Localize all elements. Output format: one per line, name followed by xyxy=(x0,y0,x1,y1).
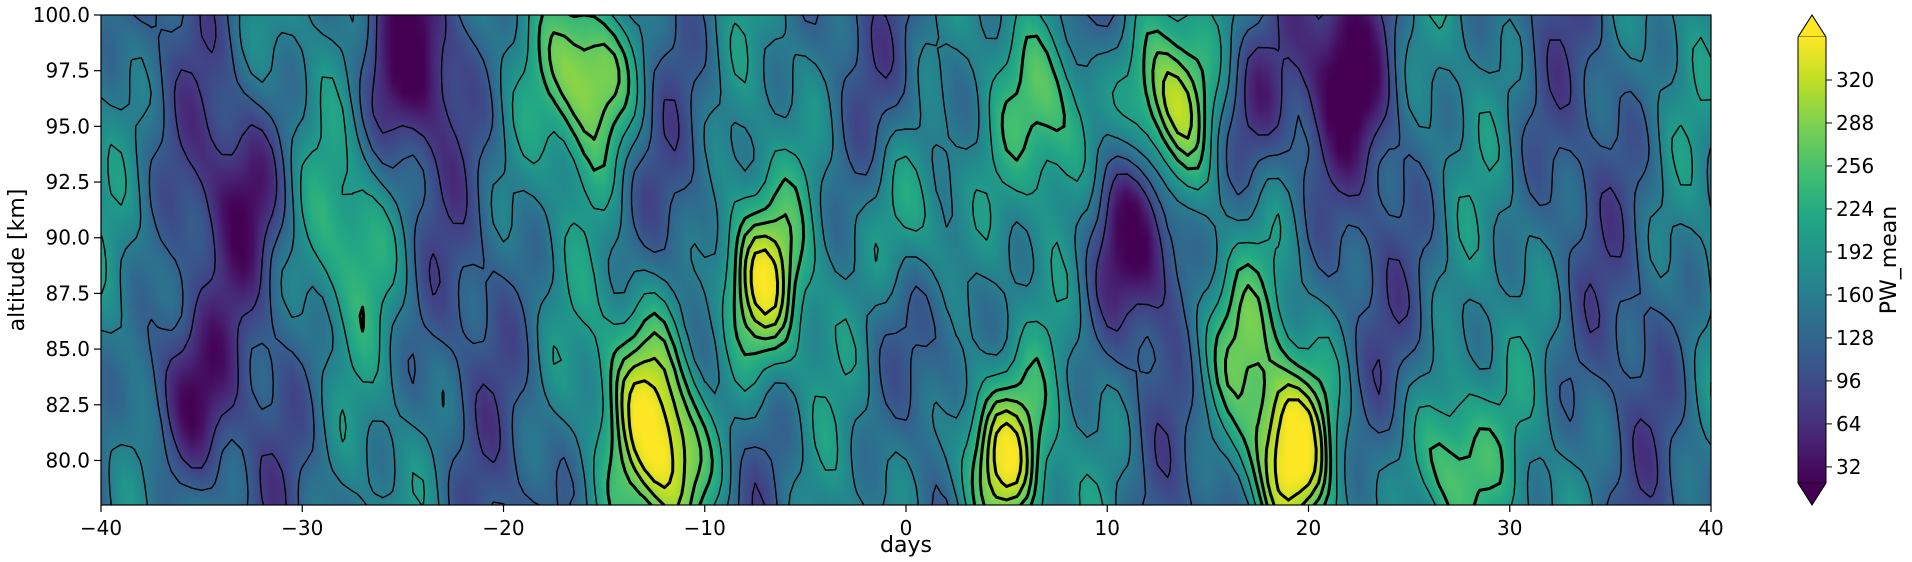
y-tick-label: 97.5 xyxy=(45,59,90,83)
colorbar-tick-label: 288 xyxy=(1836,111,1874,135)
colorbar-tick-label: 160 xyxy=(1836,283,1874,307)
colorbar-tick-label: 32 xyxy=(1836,455,1861,479)
x-tick-label: 20 xyxy=(1296,516,1321,540)
x-tick-label: −30 xyxy=(281,516,323,540)
x-tick-label: −10 xyxy=(684,516,726,540)
colorbar-tick-label: 96 xyxy=(1836,369,1861,393)
x-tick-label: −20 xyxy=(482,516,524,540)
y-tick-label: 100.0 xyxy=(33,3,90,27)
colorbar-tick-label: 224 xyxy=(1836,197,1874,221)
y-axis: 80.0 82.5 85.0 87.5 90.0 92.5 95.0 97.5 100.0 xyxy=(33,3,101,472)
contour-level xyxy=(627,248,1318,502)
colorbar-body xyxy=(1798,37,1826,483)
plot-area xyxy=(100,14,1712,506)
x-tick-label: 30 xyxy=(1497,516,1522,540)
colorbar-tick-label: 128 xyxy=(1836,326,1874,350)
colorbar-tick-label: 320 xyxy=(1836,68,1874,92)
colorbar-min-arrow xyxy=(1797,482,1827,506)
colorbar-tick-label: 256 xyxy=(1836,154,1874,178)
contour-level xyxy=(620,71,1324,505)
colorbar-label: PW_mean xyxy=(1877,206,1902,314)
y-tick-label: 95.0 xyxy=(45,114,90,138)
y-tick-label: 90.0 xyxy=(45,226,90,250)
contour-level xyxy=(101,15,1711,505)
x-tick-label: −40 xyxy=(80,516,122,540)
x-tick-label: 40 xyxy=(1698,516,1723,540)
contour-level xyxy=(164,15,1659,505)
y-axis-label: altitude [km] xyxy=(5,189,30,332)
x-tick-label: 0 xyxy=(900,516,913,540)
y-tick-label: 82.5 xyxy=(45,393,90,417)
y-tick-label: 80.0 xyxy=(45,448,90,472)
heatmap-image xyxy=(101,15,1711,505)
contour-lines xyxy=(101,15,1711,505)
colorbar-max-arrow xyxy=(1797,14,1827,38)
y-tick-label: 92.5 xyxy=(45,170,90,194)
contour-level xyxy=(101,15,1711,505)
colorbar-tick-label: 64 xyxy=(1836,412,1861,436)
colorbar-ticks: 32 64 96 128 160 192 224 256 288 320 xyxy=(1826,68,1874,479)
y-tick-label: 85.0 xyxy=(45,337,90,361)
x-tick-label: 10 xyxy=(1095,516,1120,540)
contour-level xyxy=(358,15,1504,505)
x-axis: −40 −30 −20 −10 0 10 20 30 40 xyxy=(80,505,1724,540)
colorbar-tick-label: 192 xyxy=(1836,240,1874,264)
x-axis-label: days xyxy=(880,533,932,558)
contour-level xyxy=(132,15,1687,505)
colorbar: 32 64 96 128 160 192 224 256 288 320 PW_mean xyxy=(1797,14,1902,506)
y-tick-label: 87.5 xyxy=(45,281,90,305)
colorbar-outline xyxy=(1797,14,1827,506)
contour-level xyxy=(547,31,1328,505)
